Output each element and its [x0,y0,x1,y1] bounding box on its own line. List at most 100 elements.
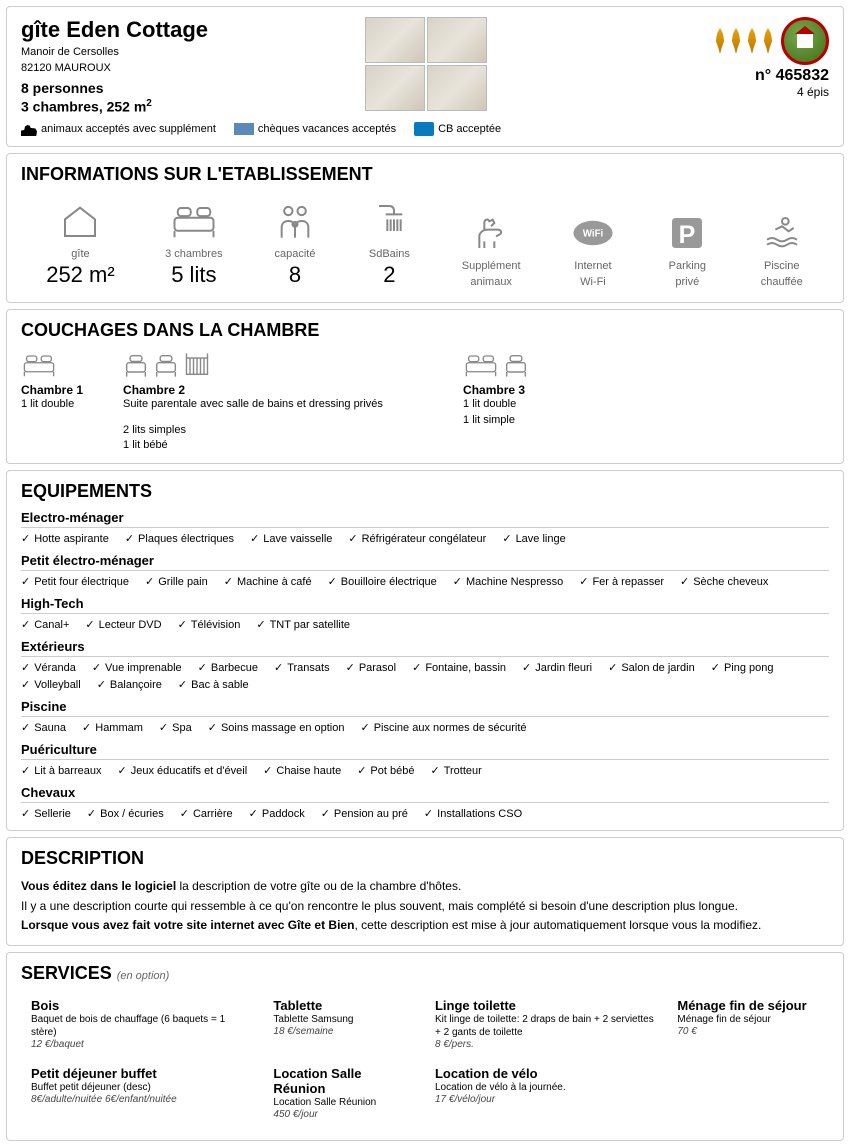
header-card: gîte Eden Cottage Manoir de Cersolles 82… [6,6,844,147]
equip-item: Paddock [249,807,305,820]
equip-category: Chevaux Sellerie Box / écuries Carrière Padd… [21,785,829,820]
persons: 8 personnes [21,80,361,96]
service-item: Ménage fin de séjourMénage fin de séjour… [667,992,829,1060]
info-item: Piscinechauffée [760,213,804,288]
equip-item: Télévision [178,618,241,631]
equip-item: Réfrigérateur congélateur [348,532,486,545]
collage-tile [365,17,425,63]
equip-item: Canal+ [21,618,69,631]
service-item: Petit déjeuner buffetBuffet petit déjeun… [21,1060,263,1130]
rooms-area: 3 chambres, 252 m2 [21,98,361,115]
equip-item: Sauna [21,721,66,734]
equip-item: Installations CSO [424,807,522,820]
equip-cat-title: Puériculture [21,742,829,760]
service-item: BoisBaquet de bois de chauffage (6 baque… [21,992,263,1060]
svg-text:WiFi: WiFi [583,229,604,240]
equip-item: Volleyball [21,678,81,691]
equip-cat-title: High-Tech [21,596,829,614]
equip-category: PuéricultureLit à barreauxJeux éducatifs… [21,742,829,777]
epis-count: 4 épis [713,85,829,99]
couchages-card: COUCHAGES DANS LA CHAMBRE Chambre 1 1 li… [6,309,844,464]
info-item: Supplémentanimaux [462,213,521,288]
equip-category: Petit électro-ménagerPetit four électriq… [21,553,829,588]
equip-cat-title: Extérieurs [21,639,829,657]
service-item: Linge toiletteKit linge de toilette: 2 d… [425,992,667,1060]
svg-text:P: P [679,221,696,249]
dog-icon [21,122,37,136]
equip-category: High-Tech Canal+ Lecteur DVD Télévision TNT … [21,596,829,631]
desc-title: DESCRIPTION [21,848,829,869]
photo-collage [365,17,487,111]
couchage-block: Chambre 3 1 lit double 1 lit simple [463,349,529,453]
equip-item: Jardin fleuri [522,661,592,674]
wheat-icon [745,28,759,54]
cb-icon [414,122,434,136]
info-item: 3 chambres5 lits [165,201,222,288]
equip-item: Spa [159,721,192,734]
services-card: SERVICES (en option) BoisBaquet de bois … [6,952,844,1141]
equip-item: Sellerie [21,807,71,820]
reference-number: n° 465832 [713,67,829,85]
equip-item: Fontaine, bassin [412,661,506,674]
couchage-block: Chambre 1 1 lit double [21,349,83,453]
epis-row [713,17,829,65]
info-item: WiFiInternetWi-Fi [571,213,615,288]
equip-item: Pension au pré [321,807,408,820]
desc-text: Vous éditez dans le logiciel la descript… [21,877,829,935]
equip-item: Machine à café [224,575,312,588]
equip-item: Sèche cheveux [680,575,768,588]
equip-item: Jeux éducatifs et d'éveil [117,764,247,777]
equipements-card: EQUIPEMENTS Electro-ménagerHotte aspiran… [6,470,844,831]
equip-cat-title: Chevaux [21,785,829,803]
collage-tile [365,65,425,111]
equip-item: Véranda [21,661,76,674]
services-title: SERVICES (en option) [21,963,829,984]
equip-item: TNT par satellite [256,618,350,631]
wheat-icon [761,28,775,54]
equip-cat-title: Electro-ménager [21,510,829,528]
accept-cb: CB acceptée [414,122,501,136]
info-item: SdBains2 [367,201,411,288]
equip-item: Plaques électriques [125,532,234,545]
equip-cat-title: Petit électro-ménager [21,553,829,571]
equip-item: Grille pain [145,575,208,588]
info-title: INFORMATIONS SUR L'ETABLISSEMENT [21,164,829,185]
equip-item: Lecteur DVD [85,618,161,631]
equip-item: Box / écuries [87,807,164,820]
equip-category: Electro-ménagerHotte aspirantePlaques él… [21,510,829,545]
equip-item: Barbecue [198,661,258,674]
description-card: DESCRIPTION Vous éditez dans le logiciel… [6,837,844,946]
equip-item: Vue imprenable [92,661,182,674]
wheat-icon [729,28,743,54]
info-item: gîte252 m² [46,201,114,288]
equip-item: Bac à sable [178,678,249,691]
equip-item: Carrière [180,807,233,820]
equip-category: PiscineSaunaHammamSpaSoins massage en op… [21,699,829,734]
equip-title: EQUIPEMENTS [21,481,829,502]
accept-row: animaux acceptés avec supplément chèques… [21,122,829,136]
address1: Manoir de Cersolles [21,45,361,59]
equip-item: Parasol [346,661,397,674]
wheat-icon [713,28,727,54]
equip-item: Trotteur [430,764,481,777]
info-card: INFORMATIONS SUR L'ETABLISSEMENT gîte252… [6,153,844,303]
couchages-title: COUCHAGES DANS LA CHAMBRE [21,320,829,341]
equip-item: Ping pong [711,661,774,674]
equip-item: Balançoire [97,678,162,691]
equip-item: Bouilloire électrique [328,575,437,588]
equip-category: Extérieurs Véranda Vue imprenable Barbecue T… [21,639,829,691]
couchage-block: Chambre 2 Suite parentale avec salle de … [123,349,403,453]
accept-cheques: chèques vacances acceptés [234,123,396,135]
accept-animals: animaux acceptés avec supplément [21,122,216,136]
equip-item: Transats [274,661,330,674]
equip-item: Pot bébé [357,764,414,777]
service-item: TabletteTablette Samsung18 €/semaine [263,992,425,1060]
equip-item: Chaise haute [263,764,341,777]
service-item: Location Salle RéunionLocation Salle Réu… [263,1060,425,1130]
address2: 82120 MAUROUX [21,61,361,75]
gites-de-france-logo [781,17,829,65]
equip-item: Soins massage en option [208,721,345,734]
equip-item: Fer à repasser [579,575,664,588]
equip-item: Hammam [82,721,143,734]
equip-item: Salon de jardin [608,661,695,674]
